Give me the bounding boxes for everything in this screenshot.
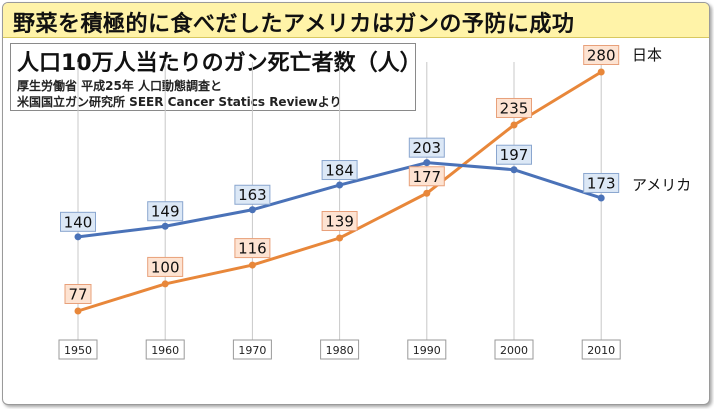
x-tick-box-1960 <box>145 339 185 360</box>
data-label-usa-2010: 173 <box>587 174 616 192</box>
point-japan-1980 <box>336 234 344 242</box>
point-usa-2000 <box>510 166 518 174</box>
data-label-usa-1980: 184 <box>325 162 354 180</box>
data-label-japan-1980: 139 <box>325 213 354 231</box>
data-label-box-usa-1970 <box>234 184 271 205</box>
data-label-box-usa-1980 <box>321 160 358 181</box>
point-japan-1960 <box>161 280 169 288</box>
x-tick-box-1970 <box>232 339 272 360</box>
source-line-1: 厚生労働省 平成25年 人口動態調査と <box>17 79 223 93</box>
point-japan-1990 <box>423 189 431 197</box>
data-label-box-japan-1970 <box>234 238 271 259</box>
x-tick-label-1950: 1950 <box>64 344 92 357</box>
data-label-japan-1960: 100 <box>151 258 180 276</box>
chart-title: 人口10万人当たりのガン死亡者数（人） <box>17 51 422 76</box>
data-label-usa-1970: 163 <box>238 186 267 204</box>
data-label-usa-2000: 197 <box>500 146 529 164</box>
x-tick-label-1980: 1980 <box>326 344 354 357</box>
data-label-japan-1990: 177 <box>412 168 441 186</box>
data-label-box-japan-1960 <box>147 256 184 277</box>
data-label-box-usa-1960 <box>147 201 184 222</box>
point-usa-1980 <box>336 181 344 189</box>
point-usa-1970 <box>248 206 256 214</box>
x-tick-box-1980 <box>320 339 360 360</box>
x-tick-box-2000 <box>494 339 534 360</box>
x-tick-label-2010: 2010 <box>587 344 615 357</box>
data-label-japan-2000: 235 <box>500 99 529 117</box>
x-tick-label-2000: 2000 <box>500 344 528 357</box>
data-label-japan-1950: 77 <box>68 286 87 304</box>
data-label-box-japan-2010 <box>583 45 620 65</box>
point-usa-1960 <box>161 222 169 230</box>
data-label-box-usa-1990 <box>408 137 445 158</box>
x-tick-label-1970: 1970 <box>238 344 266 357</box>
data-label-box-usa-2010 <box>583 172 620 193</box>
x-tick-box-2010 <box>581 339 621 360</box>
x-tick-box-1990 <box>407 339 447 360</box>
x-tick-label-1990: 1990 <box>413 344 441 357</box>
x-tick-box-1950 <box>58 339 98 360</box>
data-label-box-japan-1950 <box>64 284 92 304</box>
series-name-japan: 日本 <box>632 46 662 64</box>
data-label-usa-1960: 149 <box>151 203 180 221</box>
point-japan-2010 <box>597 68 605 76</box>
series-name-usa: アメリカ <box>632 176 691 194</box>
point-usa-1990 <box>423 159 431 167</box>
data-label-box-japan-1990 <box>408 166 445 187</box>
point-usa-1950 <box>74 233 82 241</box>
data-label-usa-1990: 203 <box>412 139 441 157</box>
point-japan-2000 <box>510 121 518 129</box>
data-label-japan-1970: 116 <box>238 240 267 258</box>
headline-text: 野菜を積極的に食べだしたアメリカはガンの予防に成功 <box>13 12 575 37</box>
data-label-box-japan-2000 <box>496 97 532 118</box>
point-usa-2010 <box>597 194 605 202</box>
point-japan-1970 <box>248 261 256 269</box>
x-tick-label-1960: 1960 <box>151 344 179 357</box>
data-label-box-usa-2000 <box>496 144 532 165</box>
data-label-box-usa-1950 <box>60 211 96 232</box>
headline-banner: 野菜を積極的に食べだしたアメリカはガンの予防に成功 <box>3 3 709 38</box>
data-label-box-japan-1980 <box>321 211 358 232</box>
point-japan-1950 <box>74 307 82 315</box>
data-label-usa-1950: 140 <box>64 213 93 231</box>
source-line-2: 米国国立ガン研究所 SEER Cancer Statics Reviewより <box>17 95 342 109</box>
data-label-japan-2010: 280 <box>587 47 616 65</box>
